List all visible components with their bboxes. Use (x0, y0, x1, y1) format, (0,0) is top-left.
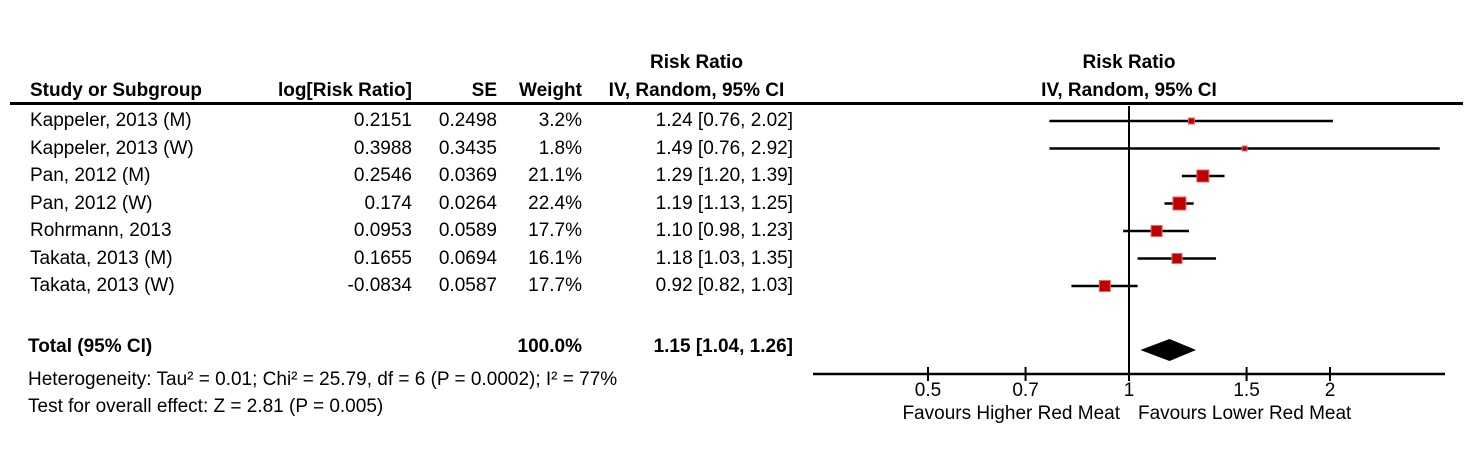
study-label: Kappeler, 2013 (W) (30, 137, 194, 159)
log-risk-ratio-value: 0.174 (364, 192, 412, 214)
table-row: Kappeler, 2013 (M) 0.2151 0.2498 3.2% 1.24 [… (0, 107, 810, 135)
header-method-text-col: IV, Random, 95% CI (608, 80, 785, 101)
table-row: Takata, 2013 (M) 0.1655 0.0694 16.1% 1.18 [1… (0, 245, 810, 273)
ci-text-value: 0.92 [0.82, 1.03] (655, 275, 793, 296)
se-value: 0.0369 (438, 165, 497, 186)
axis-tick-label: 2 (1325, 380, 1336, 401)
effect-marker-square (1241, 145, 1248, 152)
header-method-plot-col: IV, Random, 95% CI (1041, 80, 1217, 101)
se-value: 0.2498 (438, 110, 497, 131)
weight-value: 16.1% (528, 247, 582, 269)
header-se: SE (471, 80, 497, 101)
study-label: Kappeler, 2013 (M) (30, 110, 192, 131)
study-label: Takata, 2013 (M) (30, 247, 173, 269)
header-study-or-subgroup: Study or Subgroup (30, 80, 203, 101)
heterogeneity-text: Heterogeneity: Tau² = 0.01; Chi² = 25.79… (28, 369, 618, 390)
se-value: 0.0694 (438, 247, 497, 269)
weight-value: 22.4% (528, 192, 582, 214)
favours-right-label: Favours Lower Red Meat (1138, 403, 1352, 424)
table-row: Pan, 2012 (M) 0.2546 0.0369 21.1% 1.29 [1.20… (0, 162, 810, 190)
axis-tick-label: 0.5 (915, 380, 941, 401)
favours-left-label: Favours Higher Red Meat (902, 403, 1120, 424)
effect-marker-square (1171, 253, 1183, 264)
weight-value: 21.1% (528, 165, 582, 186)
table-row: Kappeler, 2013 (W) 0.3988 0.3435 1.8% 1.49 [… (0, 135, 810, 163)
ci-text-value: 1.24 [0.76, 2.02] (655, 110, 793, 131)
study-label: Takata, 2013 (W) (30, 275, 175, 296)
total-weight: 100.0% (517, 336, 582, 357)
log-risk-ratio-value: 0.3988 (353, 137, 412, 159)
overall-effect-text: Test for overall effect: Z = 2.81 (P = 0… (28, 396, 384, 417)
effect-marker-square (1150, 225, 1163, 237)
table-row: Takata, 2013 (W) -0.0834 0.0587 17.7% 0.92 [… (0, 272, 810, 300)
se-value: 0.0264 (438, 192, 497, 214)
study-label: Pan, 2012 (M) (30, 165, 151, 186)
header-weight: Weight (519, 80, 582, 101)
axis-tick-label: 0.7 (1012, 380, 1038, 401)
ci-text-value: 1.10 [0.98, 1.23] (655, 220, 793, 241)
log-risk-ratio-value: 0.2151 (353, 110, 412, 131)
ci-text-value: 1.19 [1.13, 1.25] (655, 192, 793, 214)
log-risk-ratio-value: 0.0953 (353, 220, 412, 241)
effect-marker-square (1098, 280, 1111, 292)
header-log-risk-ratio: log[Risk Ratio] (277, 80, 412, 101)
header-effect-title-text-col: Risk Ratio (650, 52, 743, 73)
study-label: Rohrmann, 2013 (30, 220, 172, 241)
axis-tick-label: 1.5 (1233, 380, 1259, 401)
ci-text-value: 1.49 [0.76, 2.92] (655, 137, 793, 159)
effect-marker-square (1196, 169, 1210, 183)
table-row: Rohrmann, 2013 0.0953 0.0589 17.7% 1.10 [0.9… (0, 217, 810, 245)
log-risk-ratio-value: 0.1655 (353, 247, 412, 269)
header-effect-title-plot-col: Risk Ratio (1082, 52, 1176, 73)
total-label: Total (95% CI) (28, 336, 153, 357)
total-ci-text: 1.15 [1.04, 1.26] (653, 336, 793, 357)
ci-text-value: 1.29 [1.20, 1.39] (655, 165, 793, 186)
header-underline (10, 102, 1463, 105)
se-value: 0.3435 (438, 137, 497, 159)
table-row: Pan, 2012 (W) 0.174 0.0264 22.4% 1.19 [1.13,… (0, 190, 810, 218)
log-risk-ratio-value: -0.0834 (347, 275, 412, 296)
study-label: Pan, 2012 (W) (30, 192, 153, 214)
ci-text-value: 1.18 [1.03, 1.35] (655, 247, 793, 269)
log-risk-ratio-value: 0.2546 (353, 165, 412, 186)
se-value: 0.0589 (438, 220, 497, 241)
effect-marker-square (1172, 196, 1187, 211)
weight-value: 17.7% (528, 220, 582, 241)
weight-value: 1.8% (538, 137, 582, 159)
weight-value: 17.7% (528, 275, 582, 296)
effect-marker-square (1187, 117, 1195, 125)
axis-tick-label: 1 (1124, 380, 1135, 401)
se-value: 0.0587 (438, 275, 497, 296)
weight-value: 3.2% (538, 110, 582, 131)
summary-diamond (1140, 339, 1197, 361)
